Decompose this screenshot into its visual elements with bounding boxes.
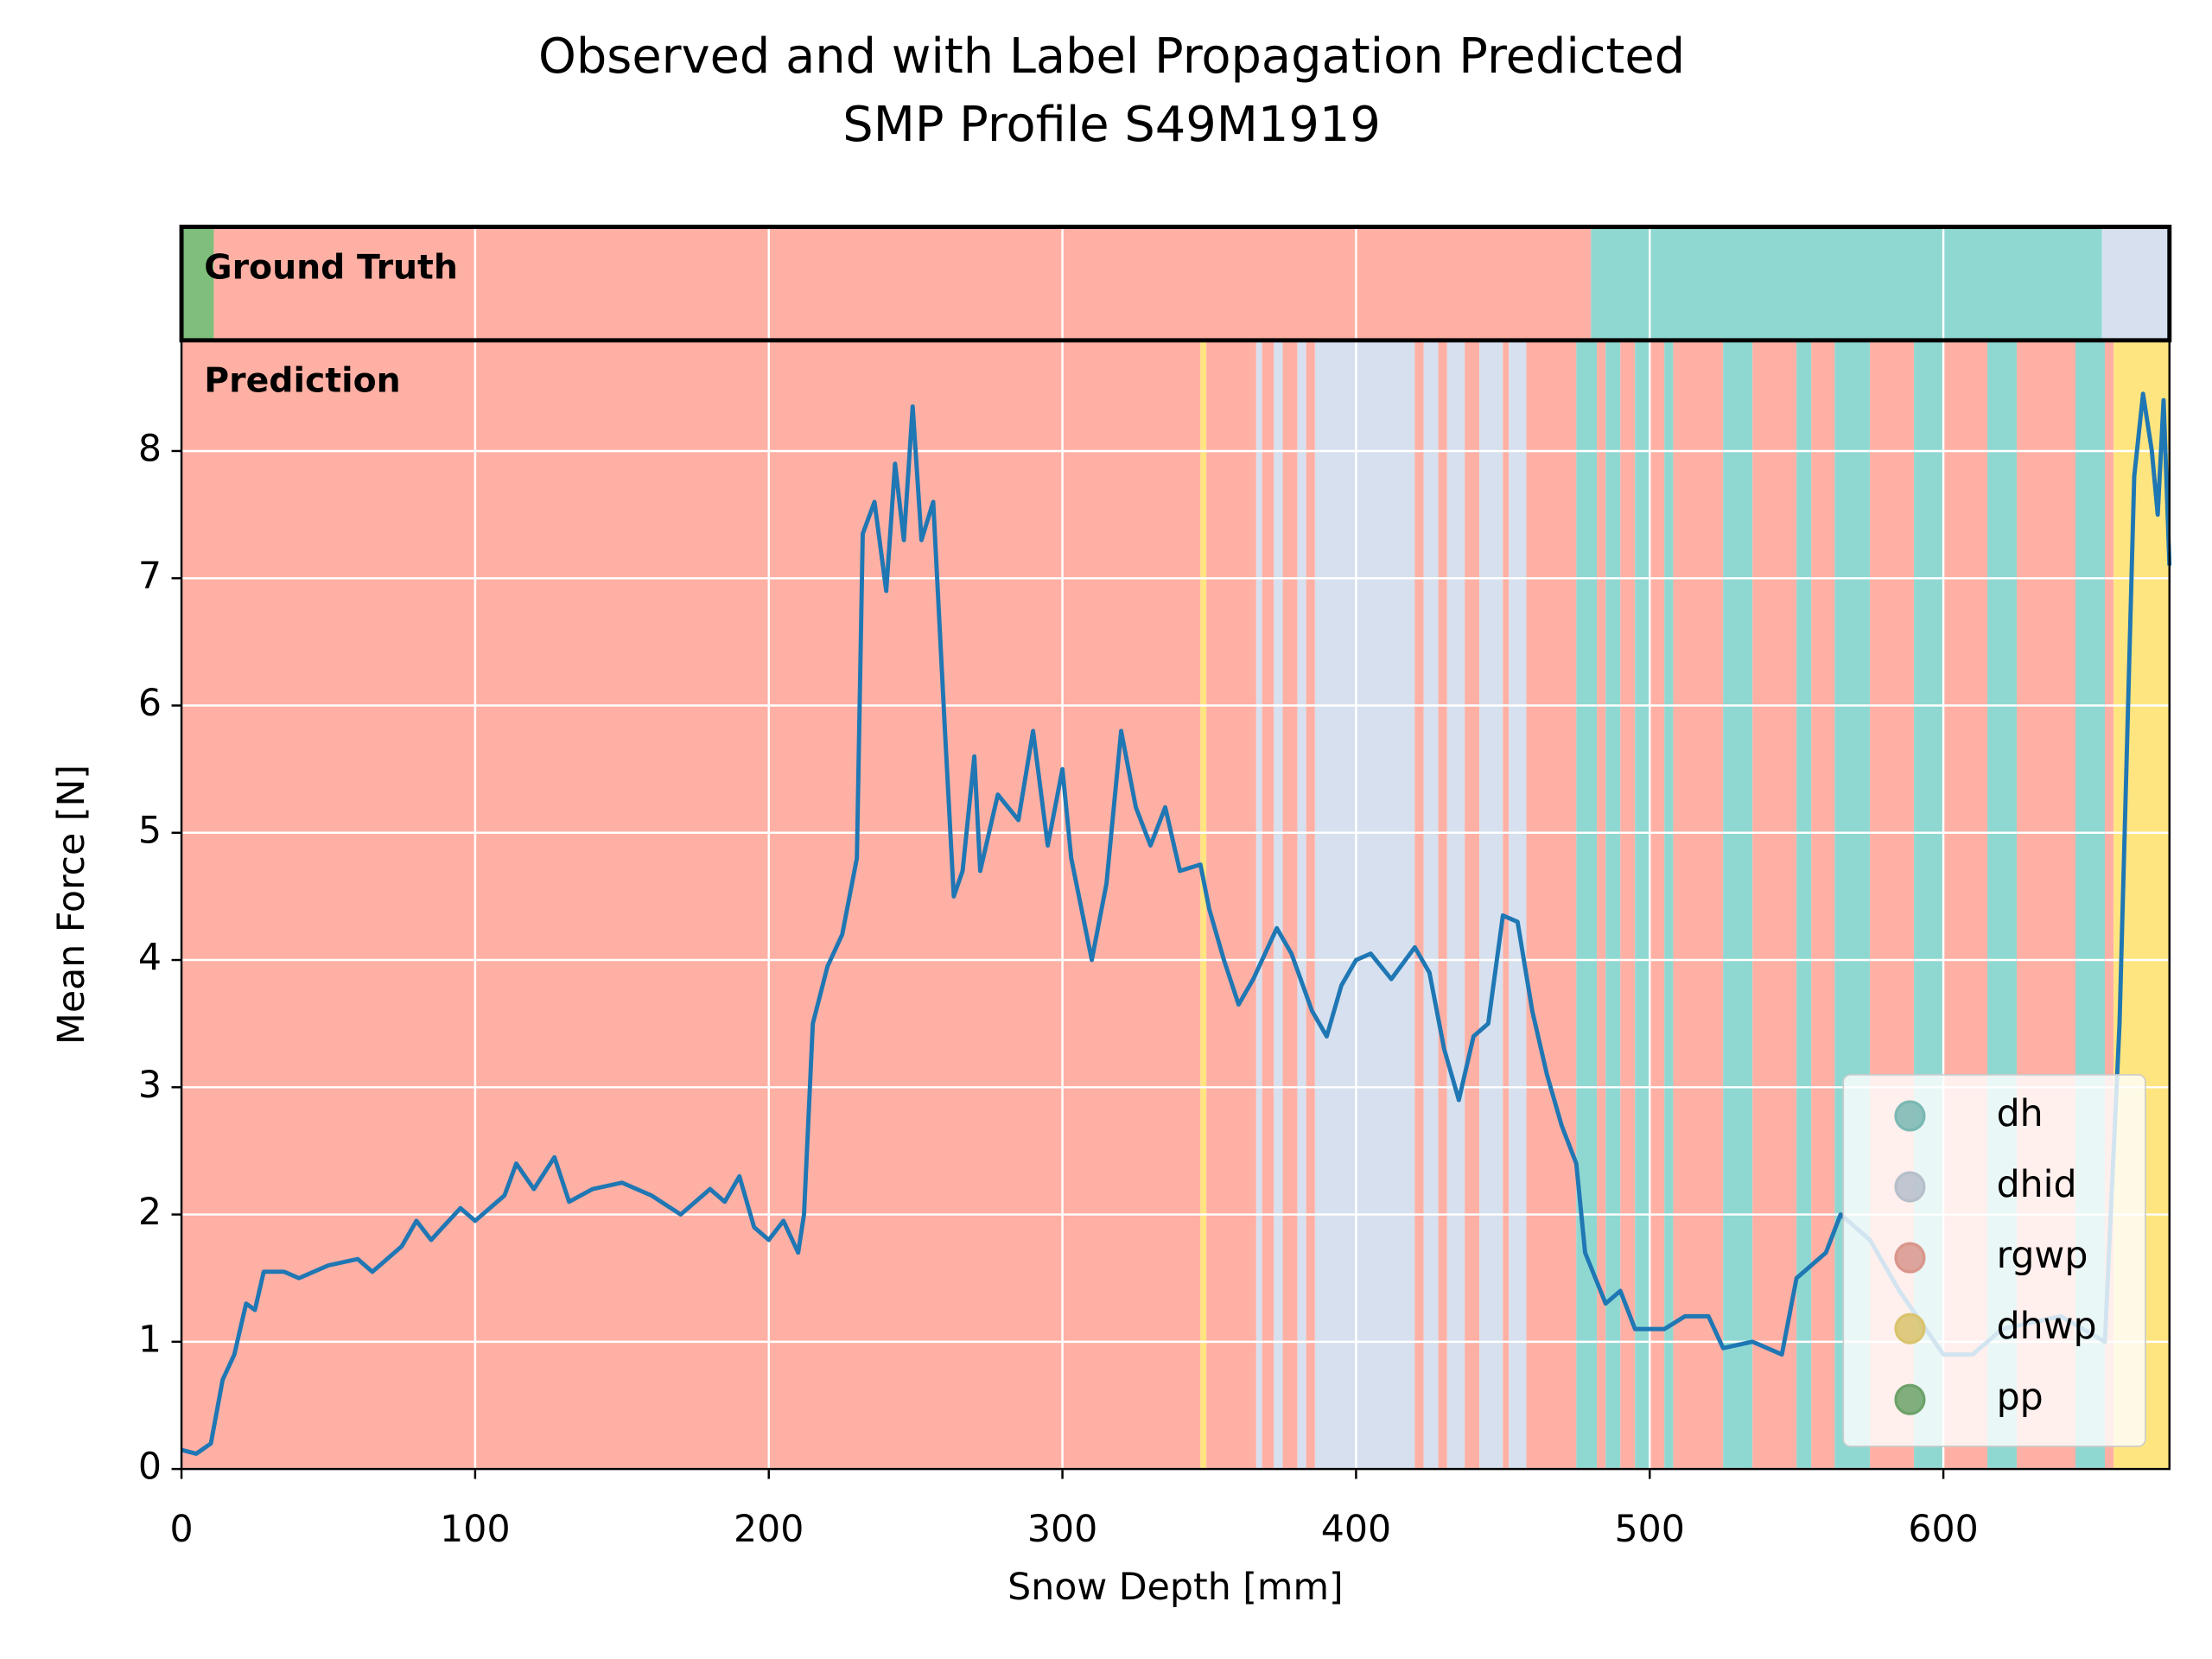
x-tick-label: 500 bbox=[1615, 1508, 1685, 1551]
class-band bbox=[1274, 340, 1283, 1470]
legend-marker bbox=[1894, 1242, 1926, 1274]
force-line bbox=[181, 391, 2172, 1456]
legend-label: dhwp bbox=[1997, 1305, 2097, 1348]
class-band bbox=[1664, 340, 1674, 1470]
x-tick-label: 200 bbox=[734, 1508, 804, 1551]
x-tick-label: 400 bbox=[1321, 1508, 1391, 1551]
legend-marker bbox=[1894, 1313, 1926, 1344]
y-tick-label: 4 bbox=[138, 937, 162, 980]
class-band bbox=[1526, 340, 1577, 1470]
annotation: Ground Truth bbox=[204, 247, 458, 287]
chart-title: Observed and with Label Propagation Pred… bbox=[538, 29, 1685, 85]
annotation: Prediction bbox=[204, 361, 400, 401]
class-band bbox=[1605, 340, 1621, 1470]
plot-frame bbox=[180, 339, 2171, 1471]
y-axis-label: Mean Force [N] bbox=[50, 765, 93, 1045]
y-tick-label: 5 bbox=[138, 809, 162, 852]
legend-marker bbox=[1894, 1383, 1926, 1415]
x-tick-label: 0 bbox=[169, 1508, 193, 1551]
class-band bbox=[1503, 340, 1510, 1470]
x-tick-label: 300 bbox=[1027, 1508, 1097, 1551]
class-band bbox=[1479, 340, 1503, 1470]
class-band bbox=[1282, 340, 1298, 1470]
chart-subtitle: SMP Profile S49M1919 bbox=[842, 97, 1381, 153]
y-tick-label: 0 bbox=[138, 1446, 162, 1489]
class-band bbox=[1255, 340, 1262, 1470]
legend-label: dh bbox=[1997, 1092, 2044, 1135]
class-band bbox=[213, 226, 1592, 340]
y-tick-label: 2 bbox=[138, 1191, 162, 1234]
class-band bbox=[1414, 340, 1424, 1470]
y-tick-label: 8 bbox=[138, 427, 162, 470]
legend-marker bbox=[1894, 1171, 1926, 1203]
class-band bbox=[1306, 340, 1315, 1470]
x-axis-label: Snow Depth [mm] bbox=[1007, 1566, 1344, 1609]
class-band bbox=[1200, 340, 1207, 1470]
class-band bbox=[1811, 340, 1835, 1470]
class-band bbox=[1723, 340, 1753, 1470]
legend-label: pp bbox=[1997, 1376, 2044, 1419]
class-band bbox=[1649, 340, 1665, 1470]
class-band bbox=[1620, 340, 1636, 1470]
legend-box bbox=[1842, 1074, 2146, 1447]
class-band bbox=[1576, 340, 1598, 1470]
class-band bbox=[1597, 340, 1606, 1470]
x-tick-label: 100 bbox=[440, 1508, 510, 1551]
class-band bbox=[1262, 340, 1274, 1470]
class-band bbox=[1752, 340, 1797, 1470]
y-tick-label: 1 bbox=[138, 1318, 162, 1361]
class-band bbox=[1423, 340, 1439, 1470]
class-band bbox=[181, 226, 214, 340]
class-band bbox=[1635, 340, 1650, 1470]
class-band bbox=[2105, 340, 2114, 1470]
class-band bbox=[1509, 340, 1527, 1470]
class-band bbox=[1314, 340, 1415, 1470]
class-band bbox=[1206, 340, 1256, 1470]
y-tick-label: 3 bbox=[138, 1064, 162, 1107]
y-tick-label: 6 bbox=[138, 682, 162, 725]
legend-marker bbox=[1894, 1100, 1926, 1132]
legend-label: rgwp bbox=[1997, 1234, 2088, 1277]
class-band bbox=[1591, 226, 2102, 340]
class-band bbox=[1297, 340, 1306, 1470]
class-band bbox=[1673, 340, 1724, 1470]
class-band bbox=[1796, 340, 1812, 1470]
class-band bbox=[2101, 226, 2170, 340]
x-tick-label: 600 bbox=[1908, 1508, 1978, 1551]
class-band bbox=[1438, 340, 1447, 1470]
class-band bbox=[181, 340, 1201, 1470]
y-tick-label: 7 bbox=[138, 555, 162, 598]
class-band bbox=[1465, 340, 1480, 1470]
legend-label: dhid bbox=[1997, 1163, 2077, 1206]
class-band bbox=[1446, 340, 1465, 1470]
